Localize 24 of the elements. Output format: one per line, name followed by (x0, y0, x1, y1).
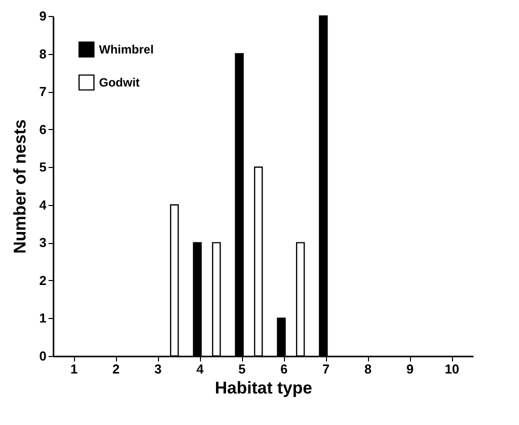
y-tick-label: 5 (39, 160, 46, 175)
x-tick-label: 6 (280, 362, 288, 376)
y-tick-label: 3 (39, 235, 46, 250)
x-axis-title: Habitat type (214, 378, 312, 398)
y-tick-label: 8 (39, 46, 46, 62)
y-tick-label: 9 (39, 8, 46, 24)
x-tick-label: 1 (70, 362, 78, 376)
y-tick-label: 0 (39, 348, 46, 364)
x-tick-label: 3 (154, 362, 162, 376)
x-tick-label: 7 (322, 362, 330, 376)
x-tick-label: 2 (112, 362, 120, 376)
y-axis-title: Number of nests (10, 119, 30, 254)
x-tick-label: 5 (238, 362, 246, 376)
y-tick-label: 2 (39, 272, 46, 288)
y-tick-label: 4 (39, 197, 48, 212)
legend-label: Whimbrel (99, 42, 154, 56)
y-tick-label: 1 (39, 310, 46, 326)
x-tick-label: 9 (406, 362, 414, 376)
x-tick-label: 4 (196, 362, 204, 376)
x-tick-label: 8 (364, 362, 372, 376)
x-tick-label: 10 (444, 362, 460, 376)
legend-label: Godwit (99, 76, 140, 90)
y-tick-label: 6 (39, 122, 46, 137)
y-tick-label: 7 (39, 84, 46, 100)
